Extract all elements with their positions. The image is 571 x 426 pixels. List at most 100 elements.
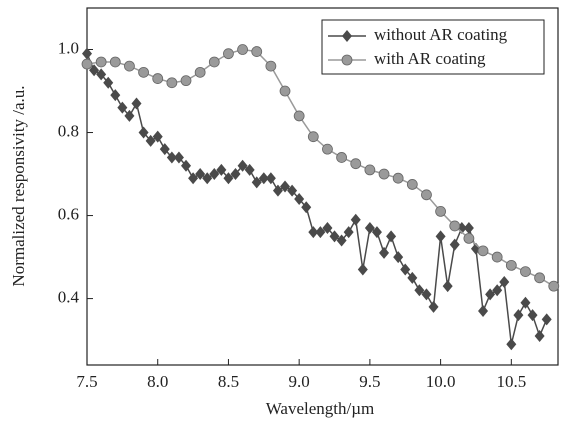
marker	[145, 134, 156, 147]
marker	[131, 97, 142, 110]
marker	[103, 76, 114, 89]
marker	[95, 56, 107, 68]
marker	[272, 184, 283, 197]
marker	[357, 263, 368, 276]
plot-frame	[86, 7, 559, 366]
y-tick-label: 0.6	[58, 204, 79, 223]
marker	[109, 56, 121, 68]
marker	[301, 201, 312, 214]
marker	[180, 75, 192, 87]
marker	[449, 220, 461, 232]
marker	[82, 47, 92, 60]
marker	[435, 206, 447, 217]
marker	[96, 68, 107, 81]
marker	[336, 234, 347, 247]
marker	[294, 192, 305, 205]
legend-label: with AR coating	[374, 49, 486, 68]
marker	[379, 246, 390, 259]
marker	[477, 245, 489, 257]
marker	[520, 266, 531, 277]
marker	[364, 164, 376, 176]
marker	[166, 151, 177, 164]
marker	[181, 159, 192, 172]
x-tick-label: 8.0	[147, 372, 168, 391]
marker	[449, 238, 460, 251]
marker	[251, 176, 262, 189]
marker	[378, 168, 390, 180]
marker	[350, 158, 362, 170]
marker	[152, 130, 163, 143]
marker	[81, 58, 93, 70]
marker	[279, 85, 291, 97]
marker	[202, 172, 213, 185]
legend-marker	[342, 30, 352, 42]
marker	[322, 222, 333, 235]
marker	[188, 172, 199, 185]
marker	[435, 230, 446, 243]
x-axis-label: Wavelength/µm	[266, 399, 375, 418]
marker	[350, 213, 361, 226]
y-axis-label: Normalized responsivity /a.u.	[9, 85, 28, 286]
marker	[110, 89, 121, 102]
marker	[138, 66, 149, 78]
marker	[216, 163, 227, 176]
marker	[195, 168, 206, 181]
y-tick-label: 0.8	[58, 121, 79, 140]
marker	[159, 143, 170, 156]
marker	[152, 73, 164, 84]
marker	[293, 110, 305, 122]
x-tick-label: 9.5	[359, 372, 380, 391]
marker	[541, 313, 552, 326]
marker	[237, 159, 248, 172]
marker	[386, 230, 397, 243]
marker	[491, 251, 503, 263]
marker	[258, 172, 269, 185]
y-tick-label: 0.4	[58, 287, 80, 306]
marker	[527, 309, 538, 322]
marker	[392, 172, 404, 184]
x-tick-label: 8.5	[218, 372, 239, 391]
legend-label: without AR coating	[374, 25, 508, 44]
marker	[166, 77, 178, 89]
x-tick-label: 10.0	[426, 372, 456, 391]
marker	[442, 280, 453, 293]
marker	[421, 288, 432, 301]
marker	[407, 271, 418, 284]
marker	[371, 226, 382, 239]
marker	[194, 66, 206, 78]
marker	[406, 179, 418, 190]
marker	[117, 101, 128, 114]
marker	[400, 263, 411, 276]
series-line	[86, 53, 548, 345]
x-tick-label: 9.0	[289, 372, 310, 391]
marker	[343, 226, 354, 239]
marker	[513, 309, 524, 322]
series-line	[86, 48, 555, 287]
legend-marker	[341, 54, 353, 66]
marker	[421, 189, 432, 201]
marker	[280, 180, 291, 193]
marker	[223, 172, 234, 185]
marker	[307, 131, 319, 143]
marker	[287, 184, 298, 197]
x-tick-label: 10.5	[496, 372, 526, 391]
marker	[534, 272, 546, 284]
marker	[505, 259, 517, 271]
marker	[364, 222, 375, 235]
marker	[315, 226, 326, 239]
marker	[393, 251, 404, 264]
y-tick-label: 1.0	[58, 38, 79, 57]
marker	[265, 172, 276, 185]
marker	[492, 284, 503, 297]
marker	[251, 46, 263, 57]
marker	[223, 48, 234, 60]
marker	[499, 275, 510, 288]
marker	[208, 56, 220, 68]
marker	[237, 44, 248, 55]
marker	[428, 300, 439, 313]
marker	[463, 232, 475, 244]
marker	[89, 64, 100, 77]
marker	[506, 338, 517, 351]
marker	[265, 60, 277, 72]
